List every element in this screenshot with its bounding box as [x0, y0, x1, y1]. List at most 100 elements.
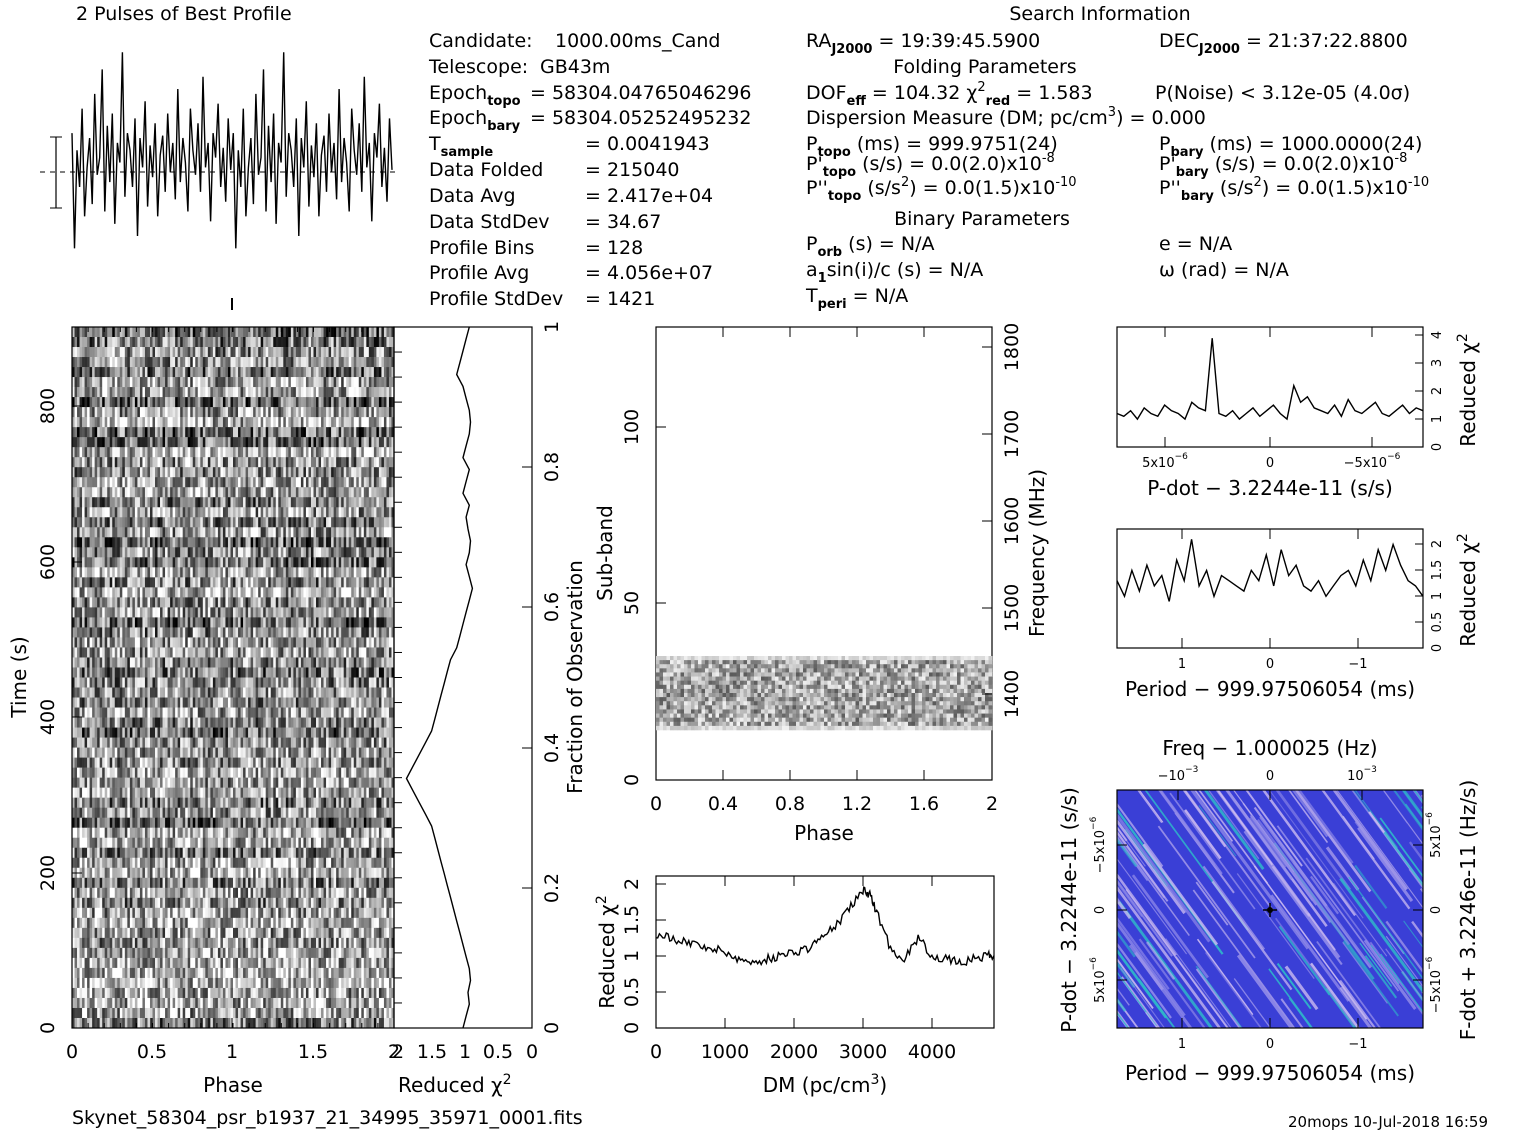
heat-cell	[389, 567, 392, 577]
heat-cell	[150, 437, 153, 447]
heat-cell	[170, 567, 173, 577]
heat-cell	[263, 617, 266, 627]
heat-cell	[140, 627, 143, 637]
heat-cell	[135, 367, 138, 377]
heat-cell	[291, 547, 294, 557]
heat-cell	[82, 667, 85, 677]
heat-cell	[163, 557, 166, 567]
heat-cell	[263, 497, 266, 507]
heat-cell	[354, 377, 357, 387]
heat-cell	[339, 477, 342, 487]
footer-filename: Skynet_58304_psr_b1937_21_34995_35971_00…	[72, 1107, 583, 1129]
heat-cell	[281, 337, 284, 347]
heat-cell	[238, 487, 241, 497]
heat-cell	[334, 507, 337, 517]
heat-cell	[381, 607, 384, 617]
heat-cell	[301, 367, 304, 377]
heat-cell	[334, 617, 337, 627]
heat-cell	[230, 537, 233, 547]
heat-cell	[364, 417, 367, 427]
heat-cell	[346, 427, 349, 437]
heat-cell	[160, 647, 163, 657]
heat-cell	[253, 547, 256, 557]
heat-cell	[170, 678, 173, 688]
heat-cell	[324, 657, 327, 667]
heat-cell	[243, 487, 246, 497]
heat-cell	[112, 607, 115, 617]
heat-cell	[110, 377, 113, 387]
heat-cell	[150, 517, 153, 527]
heat-cell	[102, 678, 105, 688]
heat-cell	[122, 367, 125, 377]
heat-cell	[238, 477, 241, 487]
heat-cell	[386, 547, 389, 557]
heat-cell	[82, 627, 85, 637]
heat-cell	[248, 587, 251, 597]
heat-cell	[105, 647, 108, 657]
heat-cell	[200, 437, 203, 447]
heat-cell	[344, 407, 347, 417]
heat-cell	[105, 397, 108, 407]
heat-cell	[251, 467, 254, 477]
heat-cell	[349, 527, 352, 537]
heat-cell	[178, 377, 181, 387]
heat-cell	[278, 617, 281, 627]
heat-cell	[384, 627, 387, 637]
heat-cell	[233, 557, 236, 567]
heat-cell	[132, 447, 135, 457]
heat-cell	[158, 627, 161, 637]
heat-cell	[371, 527, 374, 537]
heat-cell	[127, 407, 130, 417]
heat-cell	[117, 417, 120, 427]
heat-cell	[137, 457, 140, 467]
heat-cell	[147, 487, 150, 497]
heat-cell	[112, 407, 115, 417]
heat-cell	[77, 367, 80, 377]
heat-cell	[82, 497, 85, 507]
heat-cell	[361, 537, 364, 547]
heat-cell	[243, 387, 246, 397]
heat-cell	[110, 708, 113, 718]
heat-cell	[276, 547, 279, 557]
heat-cell	[266, 607, 269, 617]
heat-cell	[258, 627, 261, 637]
heat-cell	[95, 678, 98, 688]
heat-cell	[263, 637, 266, 647]
heat-cell	[361, 397, 364, 407]
heat-cell	[296, 477, 299, 487]
heat-cell	[132, 467, 135, 477]
heat-cell	[379, 357, 382, 367]
heat-cell	[346, 698, 349, 708]
heat-cell	[198, 517, 201, 527]
heat-cell	[210, 567, 213, 577]
heat-cell	[336, 367, 339, 377]
heat-cell	[100, 487, 103, 497]
heat-cell	[163, 698, 166, 708]
heat-cell	[140, 537, 143, 547]
heat-cell	[256, 587, 259, 597]
heat-cell	[147, 678, 150, 688]
heat-cell	[261, 357, 264, 367]
heat-cell	[163, 327, 166, 337]
heat-cell	[281, 607, 284, 617]
heat-cell	[198, 557, 201, 567]
heat-cell	[117, 678, 120, 688]
heat-cell	[102, 627, 105, 637]
heat-cell	[389, 407, 392, 417]
heat-cell	[306, 457, 309, 467]
heat-cell	[95, 397, 98, 407]
heat-cell	[374, 657, 377, 667]
heat-cell	[263, 397, 266, 407]
heat-cell	[349, 347, 352, 357]
heat-cell	[190, 347, 193, 357]
heat-cell	[122, 387, 125, 397]
heat-cell	[125, 467, 128, 477]
heat-cell	[366, 407, 369, 417]
heat-cell	[135, 357, 138, 367]
heat-cell	[137, 517, 140, 527]
heat-cell	[371, 467, 374, 477]
heat-cell	[175, 617, 178, 627]
heat-cell	[142, 667, 145, 677]
heat-cell	[215, 617, 218, 627]
heat-cell	[233, 647, 236, 657]
